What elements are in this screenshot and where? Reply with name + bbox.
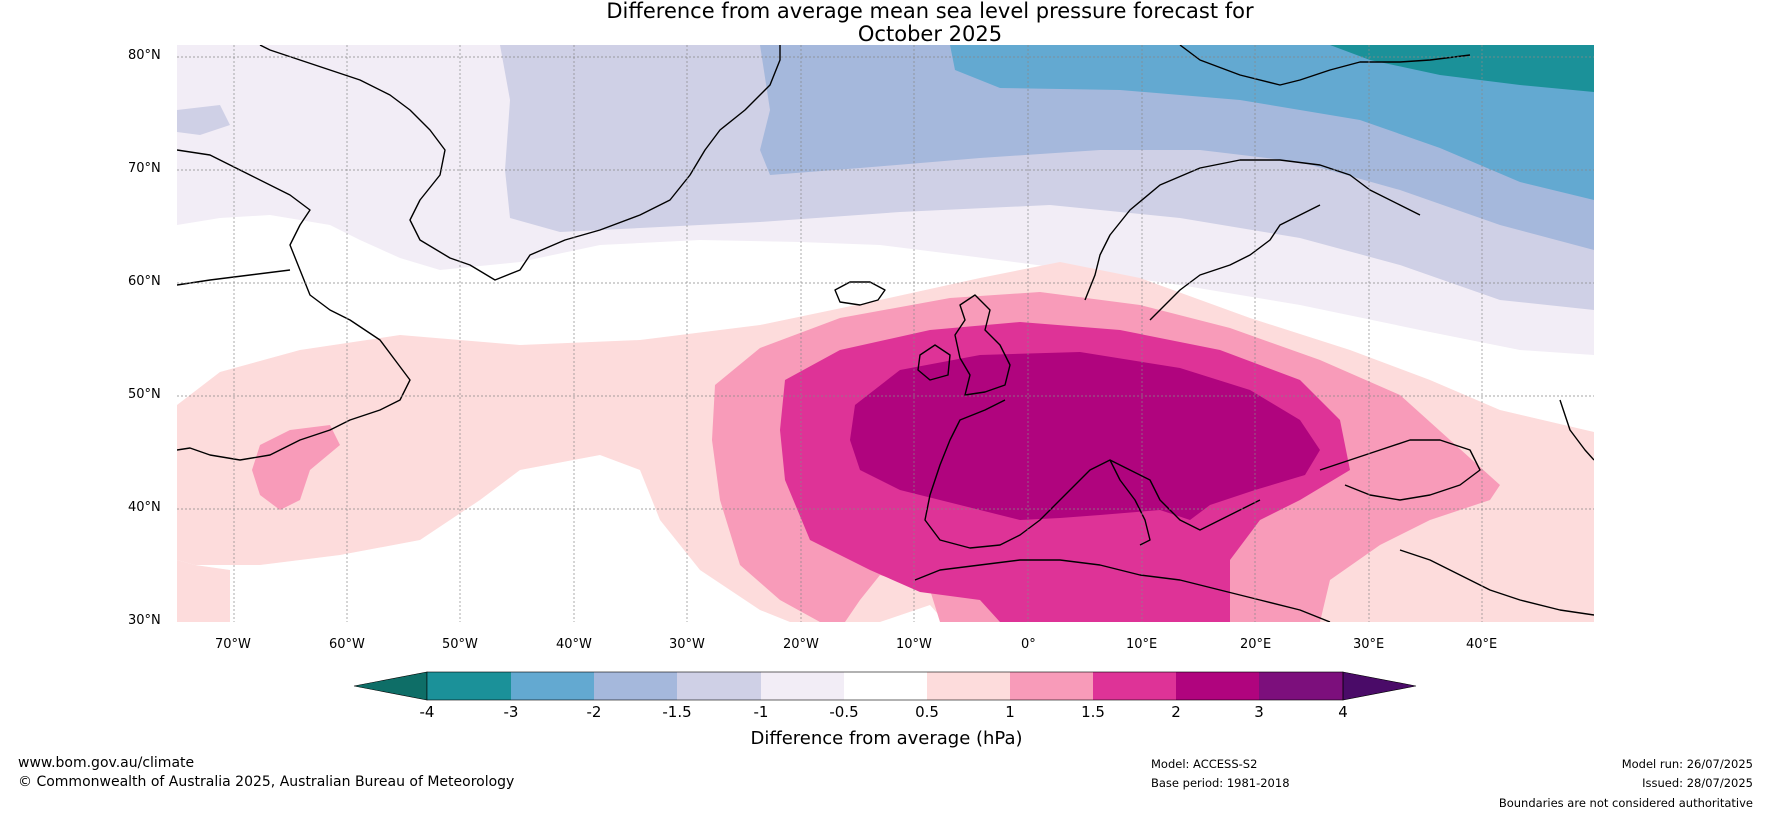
lat-label: 40°N [128,500,161,515]
lon-label: 30°E [1353,637,1385,652]
lat-label: 60°N [128,274,161,289]
colorbar-bin [511,672,594,700]
colorbar-high-arrow [1342,671,1417,701]
colorbar-tick: 4 [1338,703,1348,721]
lat-label: 50°N [128,387,161,402]
coastlines [177,45,1594,622]
colorbar-tick: -3 [503,703,519,721]
colorbar-low-arrow [353,671,428,701]
contour-neg-1.0-west [177,105,230,135]
lon-label: 10°E [1126,637,1158,652]
colorbar-bin [761,672,844,700]
contour-neg-3.0 [1330,45,1594,92]
colorbar-bin [1093,672,1176,700]
title-line-1: Difference from average mean sea level p… [606,0,1254,23]
colorbar-label: Difference from average (hPa) [750,728,1023,749]
colorbar-tick: 2 [1171,703,1181,721]
lon-label: 50°W [442,637,478,652]
colorbar-bin [1259,672,1343,700]
title-line-2: October 2025 [857,22,1003,46]
footer-model-run: Model run: 26/07/2025 [1621,757,1753,771]
footer-model: Model: ACCESS-S2 [1151,757,1258,771]
colorbar-tick: -0.5 [829,703,859,721]
contour-pos-1.0-nova-scotia [252,425,340,510]
footer-base-period: Base period: 1981-2018 [1151,776,1290,790]
lon-label: 20°E [1240,637,1272,652]
colorbar-bin [427,672,511,700]
contour-pos-0.5-atlantic [177,560,230,622]
gridlines [177,45,1594,622]
colorbar-tick: -2 [586,703,602,721]
lat-label: 30°N [128,613,161,628]
colorbar-tick: 3 [1254,703,1264,721]
colorbar-bin [594,672,677,700]
colorbar-tick: -1 [753,703,769,721]
colorbar-bin [1010,672,1093,700]
colorbar-tick: 1.5 [1081,703,1105,721]
colorbar-tick: -1.5 [662,703,692,721]
lon-label: 10°W [896,637,932,652]
lat-label: 70°N [128,161,161,176]
footer-copyright: © Commonwealth of Australia 2025, Austra… [18,774,515,790]
colorbar-tick: 1 [1005,703,1015,721]
colorbar-tick: 0.5 [915,703,939,721]
chart-title: Difference from average mean sea level p… [0,0,1770,46]
colorbar-tick: -4 [419,703,435,721]
contour-neg-2.0 [950,45,1594,200]
footer-issued: Issued: 28/07/2025 [1642,776,1753,790]
colorbar-bin [1176,672,1259,700]
lon-label: 30°W [669,637,705,652]
lon-label: 40°E [1466,637,1498,652]
lon-label: 70°W [215,637,251,652]
lon-label: 40°W [556,637,592,652]
lon-label: 20°W [783,637,819,652]
colorbar-bin [927,672,1010,700]
colorbar [353,671,1417,701]
footer-disclaimer: Boundaries are not considered authoritat… [1498,796,1753,810]
lat-label: 80°N [128,48,161,63]
colorbar-bin [844,672,927,700]
lon-label: 60°W [329,637,365,652]
colorbar-bin [677,672,761,700]
footer-url: www.bom.gov.au/climate [18,755,195,771]
lon-label: 0° [1021,637,1036,652]
contour-pos-0.5-cutout [177,455,790,622]
